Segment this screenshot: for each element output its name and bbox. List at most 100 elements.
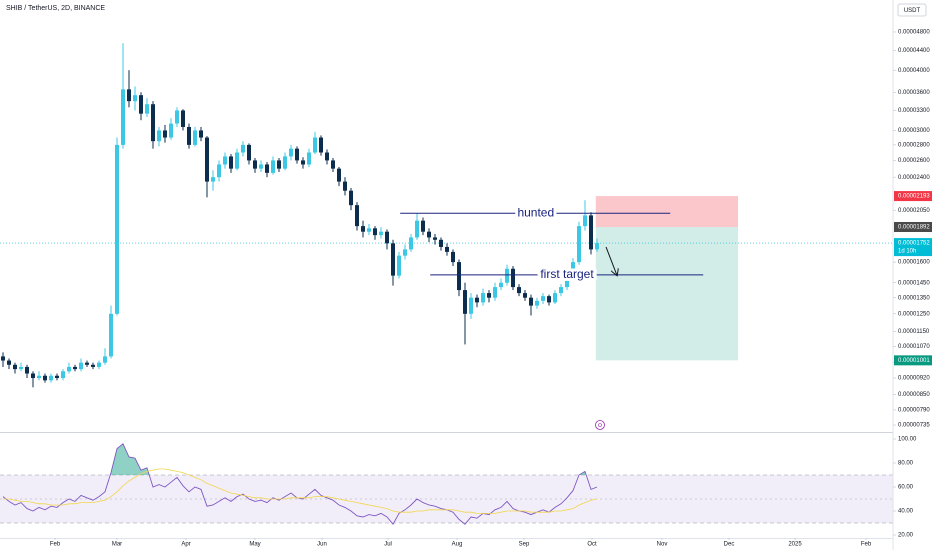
- x-tick-label: 2025: [788, 542, 802, 548]
- candle-body: [163, 130, 168, 138]
- candle-body: [307, 152, 312, 165]
- y-tick-label: 0.00000850: [898, 392, 930, 398]
- x-tick-label: Dec: [724, 542, 735, 548]
- candle-body: [349, 190, 354, 206]
- price-badge: [894, 355, 932, 366]
- y-tick-label: 0.00004400: [898, 48, 930, 54]
- candle-body: [55, 375, 60, 379]
- candle-body: [295, 148, 300, 161]
- candle-body: [451, 251, 456, 263]
- candle-body: [79, 362, 84, 370]
- candle-body: [217, 164, 222, 178]
- price-badge: [894, 191, 932, 202]
- x-tick-label: Jul: [384, 542, 392, 548]
- y-tick-label: 0.00004000: [898, 68, 930, 74]
- candle-body: [379, 231, 384, 236]
- candle-body: [589, 215, 594, 250]
- candle-body: [571, 262, 576, 276]
- candle-body: [1, 356, 6, 361]
- candle-body: [541, 296, 546, 301]
- candle-body: [457, 262, 462, 291]
- candle-body: [337, 168, 342, 182]
- candle-body: [415, 220, 420, 238]
- candle-body: [151, 104, 156, 142]
- axis-layer: 0.00004800 0.00004400 0.00004000 0.00003600…: [50, 30, 932, 548]
- candle-body: [385, 231, 390, 244]
- candle-body: [511, 268, 516, 288]
- arrow: [605, 246, 617, 275]
- x-tick-label: Nov: [657, 542, 668, 548]
- candle-body: [475, 297, 480, 303]
- y-tick-label: 0.00003300: [898, 108, 930, 114]
- candle-body: [235, 152, 240, 169]
- candle-body: [193, 130, 198, 145]
- y-tick-label: 0.00001150: [898, 329, 930, 335]
- x-tick-label: Feb: [861, 542, 872, 548]
- candle-body: [403, 249, 408, 256]
- x-tick-label: Feb: [50, 542, 61, 548]
- candle-body: [199, 130, 204, 138]
- price-badge-label: 0.00001001: [898, 358, 930, 364]
- candle-body: [595, 243, 600, 250]
- candle-body: [367, 228, 372, 232]
- x-tick-label: Jun: [317, 542, 327, 548]
- candle-body: [169, 123, 174, 138]
- candle-body: [487, 293, 492, 298]
- candle-body: [325, 152, 330, 161]
- candle-body: [223, 156, 228, 165]
- candle-body: [49, 375, 54, 381]
- event-marker-dot: [598, 423, 602, 427]
- candle-body: [565, 275, 570, 288]
- candle-body: [139, 95, 144, 114]
- candle-body: [517, 287, 522, 294]
- rsi-line: [2, 443, 598, 525]
- candle-body: [409, 237, 414, 250]
- price-badge-label: 0.00001892: [898, 225, 930, 231]
- currency-button[interactable]: [897, 3, 927, 17]
- candle-body: [523, 293, 528, 298]
- candle-body: [445, 246, 450, 252]
- rsi-y-tick-label: 80.00: [898, 461, 914, 467]
- candle-body: [133, 95, 138, 102]
- candle-body: [67, 366, 72, 372]
- drawn-line-label: hunted: [517, 205, 554, 219]
- x-tick-label: Apr: [181, 542, 190, 548]
- candle-body: [157, 130, 162, 142]
- candle-body: [583, 215, 588, 227]
- candle-body: [271, 160, 276, 173]
- rsi-y-tick-label: 40.00: [898, 509, 914, 515]
- x-tick-label: Oct: [587, 542, 597, 548]
- y-tick-label: 0.00001450: [898, 280, 930, 286]
- x-tick-label: May: [249, 542, 260, 548]
- candle-body: [481, 293, 486, 303]
- candle-body: [253, 160, 258, 169]
- candle-body: [37, 375, 42, 379]
- candle-body: [283, 156, 288, 169]
- candle-body: [529, 297, 534, 306]
- y-tick-label: 0.00002600: [898, 158, 930, 164]
- candle-body: [229, 156, 234, 169]
- candle-body: [187, 126, 192, 145]
- y-tick-label: 0.00001070: [898, 344, 930, 350]
- candle-body: [241, 144, 246, 153]
- candle-body: [343, 181, 348, 191]
- event-marker[interactable]: [595, 420, 605, 430]
- candle-body: [121, 89, 126, 145]
- candle-body: [247, 144, 252, 161]
- candle-body: [277, 160, 282, 169]
- candle-body: [493, 287, 498, 298]
- price-badge: [894, 221, 932, 232]
- y-tick-label: 0.00000790: [898, 408, 930, 414]
- y-tick-label: 0.00003000: [898, 128, 930, 134]
- candle-body: [43, 375, 48, 381]
- candle-body: [31, 373, 36, 379]
- candle-body: [559, 287, 564, 294]
- y-tick-label: 0.00000920: [898, 376, 930, 382]
- candle-body: [25, 366, 30, 374]
- currency-label[interactable]: USDT: [904, 8, 921, 14]
- rsi-overbought-fill: [3, 443, 597, 475]
- candle-body: [505, 268, 510, 283]
- candle-body: [7, 360, 12, 365]
- stop-zone: [595, 196, 739, 227]
